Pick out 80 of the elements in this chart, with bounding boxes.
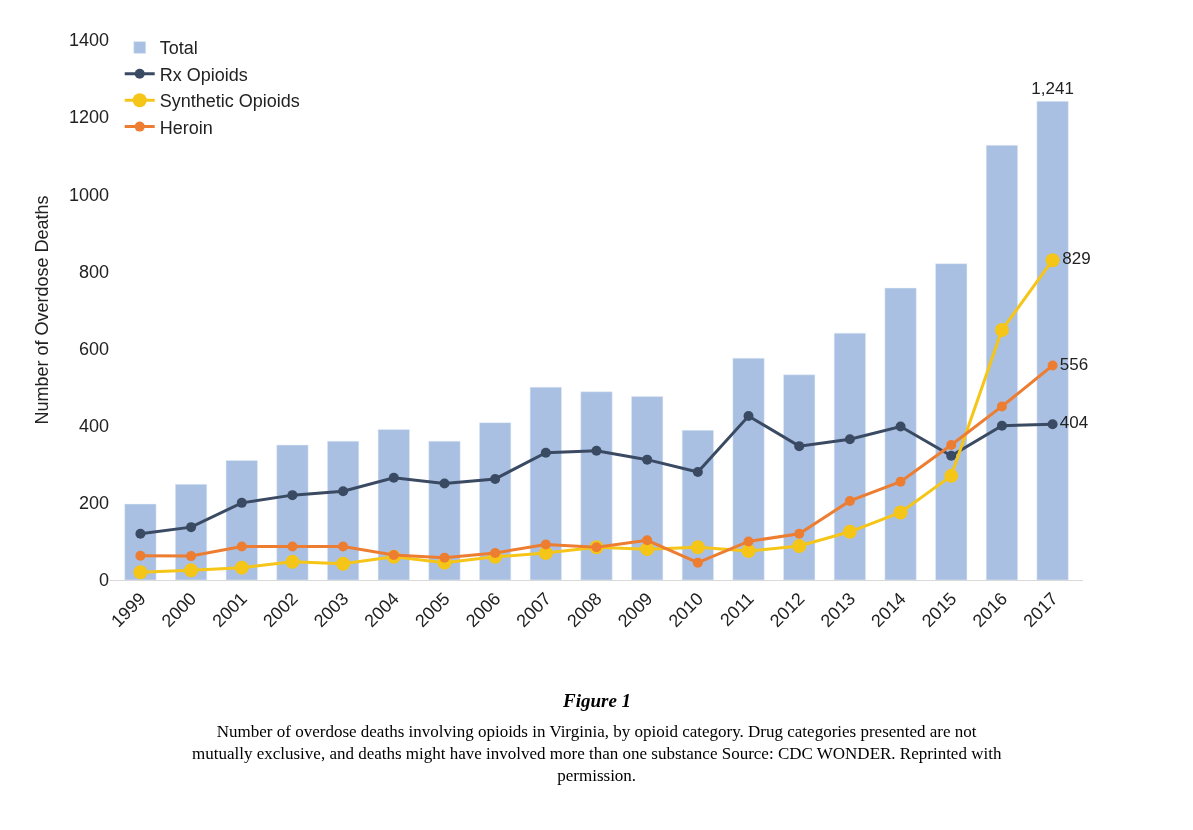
y-tick-label: 1200 [68,107,109,128]
point [234,560,249,575]
point [490,473,501,484]
point [540,447,551,458]
point [439,552,450,563]
point [285,554,300,569]
point [994,323,1009,338]
point [591,445,602,456]
point [690,540,705,555]
point [692,467,703,477]
point [944,468,959,483]
point [439,478,450,489]
y-tick-label: 200 [78,493,109,514]
bar [783,374,816,580]
legend-label: Synthetic Opioids [159,91,300,112]
point [1045,253,1060,268]
y-tick-label: 800 [78,261,109,282]
point [642,535,653,546]
point [743,536,754,547]
bar [884,287,917,580]
legend-label: Total [159,38,198,59]
point [338,541,349,552]
point [895,421,906,432]
point [946,440,957,450]
data-label: 404 [1059,413,1089,433]
bar [833,332,866,580]
point [287,490,298,501]
point [741,544,756,559]
point [490,548,501,558]
point [895,476,906,487]
text: Figure 1 [562,690,632,711]
point [540,539,551,550]
point [844,434,855,445]
point [844,495,855,506]
bar [732,357,765,580]
point [1047,419,1058,430]
point [338,486,349,497]
text: Number of overdose deaths involving opioids in Virginia, by opioid category. Drug categories presented are not mutually exclusive, and deaths might have involved more than one substance Source: CDC WONDER. Reprinted with permission. [192,722,1002,786]
bar [529,386,562,580]
point [135,528,146,539]
point [642,454,653,465]
point [336,556,351,571]
point [792,539,807,554]
point [133,565,148,580]
point [842,524,857,539]
point [946,450,957,461]
point [388,549,399,560]
bar [985,145,1018,580]
point [893,505,908,520]
bar [631,396,664,580]
point [692,557,703,568]
point [743,411,754,422]
point [1047,360,1058,371]
y-axis-title: Number of Overdose Deaths [32,195,53,425]
point [236,497,247,508]
point [287,541,298,552]
bar [377,429,410,580]
y-tick-label: 0 [98,570,109,591]
point [794,441,805,452]
y-tick-label: 600 [78,338,109,359]
point [794,528,805,539]
point [135,550,146,561]
point [236,541,247,552]
y-tick-label: 1000 [68,184,109,205]
data-label: 1,241 [1031,79,1074,99]
bar [935,263,968,580]
point [996,401,1007,412]
y-tick-label: 400 [78,416,109,437]
point [184,563,199,578]
legend-label: Rx Opioids [159,64,248,85]
point [388,472,399,483]
data-label: 829 [1062,249,1091,269]
y-tick-label: 1400 [68,30,109,51]
point [186,551,197,562]
point [996,420,1007,431]
bar [479,422,512,580]
point [186,522,197,533]
legend-label: Heroin [159,117,213,138]
bar [580,391,613,580]
data-label: 556 [1059,354,1089,374]
